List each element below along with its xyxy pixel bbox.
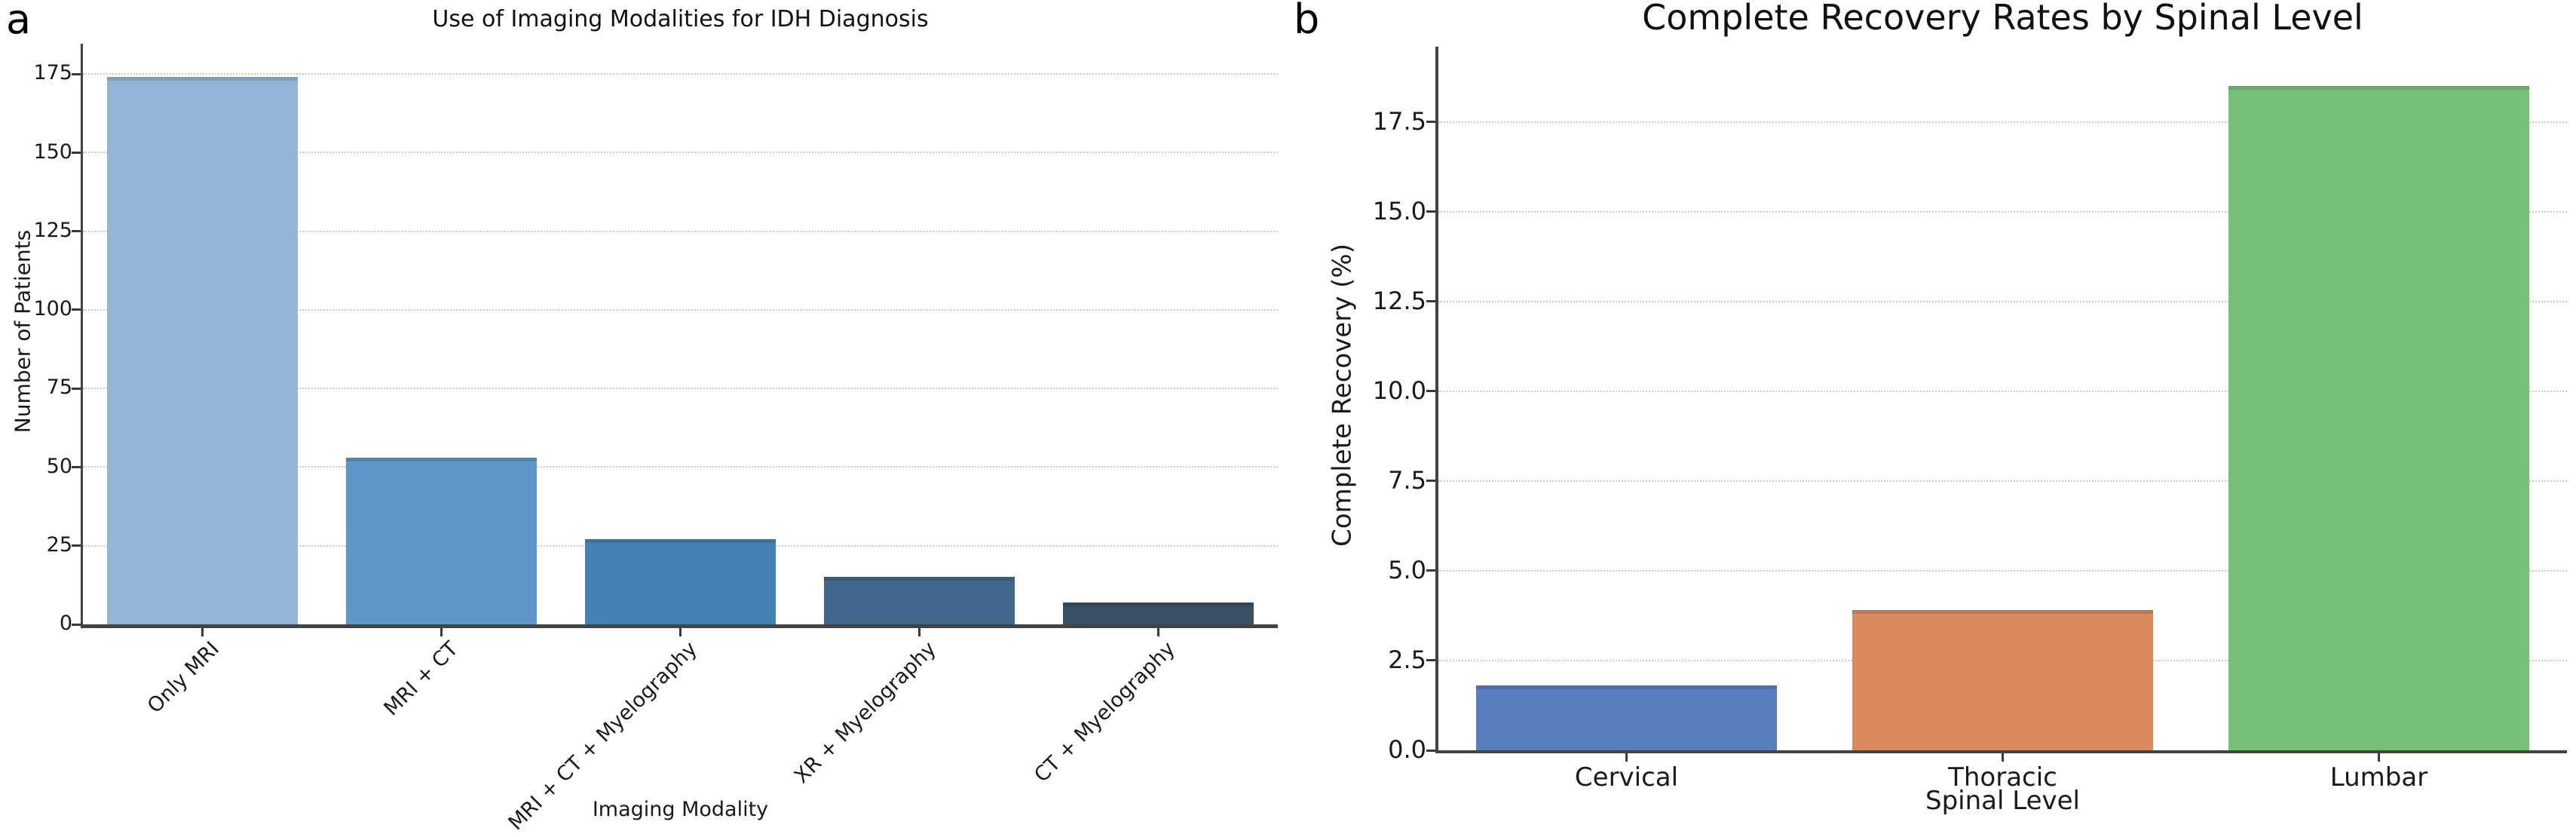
x-tick-label: Cervical [1574,762,1679,793]
gridline-12.5 [1438,300,2567,302]
gridline-75 [83,388,1278,390]
y-tick-mark [1426,210,1435,213]
y-tick-label: 100 [33,297,72,321]
y-tick-label: 25 [46,532,72,556]
gridline-5.0 [1438,569,2567,572]
y-tick-label: 0 [59,612,72,636]
chart-title: Use of Imaging Modalities for IDH Diagno… [432,6,929,32]
y-axis-label: Number of Patients [10,229,35,434]
recovery-rates-bar-chart: 0.0 2.5 5.0 7.5 10.0 12.5 15.0 17.5 Cervical Thor… [1288,0,2576,837]
bar-thoracic [1852,610,2154,750]
panel-label-a: a [6,0,32,43]
y-tick-label: 2.5 [1388,645,1426,675]
x-tick-mark [2378,753,2380,762]
bar-mri-ct [345,457,538,624]
gridline-50 [83,466,1278,468]
bar-cervical [1475,685,1778,750]
x-axis-label: Imaging Modality [592,798,769,821]
x-tick-label: Thoracic [1948,762,2057,793]
y-tick-label: 175 [33,61,72,85]
y-tick-label: 10.0 [1372,376,1426,406]
gridline-125 [83,230,1278,232]
y-tick-mark [72,230,81,233]
y-tick-label: 5.0 [1388,556,1426,585]
y-tick-mark [1426,480,1435,483]
y-tick-mark [72,72,81,75]
y-axis-spine [1435,47,1438,753]
y-tick-mark [1426,121,1435,124]
imaging-modalities-bar-chart: 0 25 50 75 100 125 150 175 Only MRI MRI + CT MRI +… [10,6,1278,835]
y-tick-mark [72,465,81,468]
y-tick-mark [1426,300,1435,303]
x-tick-mark [2002,753,2004,762]
panel-b: b 0.0 2.5 5.0 7.5 10.0 12.5 15.0 17.5 Cervical Th… [1288,0,2576,837]
y-axis-label: Complete Recovery (%) [1327,244,1357,547]
y-tick-label: 17.5 [1372,107,1426,136]
bar-lumbar [2228,86,2530,750]
x-tick-mark [440,628,443,636]
y-tick-label: 150 [33,140,72,164]
y-tick-mark [1426,390,1435,393]
x-tick-mark [918,628,920,636]
gridline-150 [83,152,1278,154]
x-axis-spine [81,624,1278,628]
y-tick-mark [1426,569,1435,572]
gridline-100 [83,308,1278,311]
y-tick-mark [72,387,81,390]
y-tick-mark [72,544,81,547]
y-tick-mark [1426,659,1435,662]
gridline-175 [83,73,1278,75]
y-tick-label: 125 [33,218,72,242]
gridline-15.0 [1438,210,2567,213]
x-axis-spine [1435,750,2567,753]
y-tick-mark [72,308,81,311]
bar-xr-myelography [823,577,1015,624]
x-axis-label: Spinal Level [1925,786,2080,816]
y-tick-mark [72,623,81,626]
chart-title: Complete Recovery Rates by Spinal Level [1642,0,2363,38]
y-tick-label: 0.0 [1388,735,1426,765]
x-tick-mark [679,628,682,636]
y-tick-label: 75 [46,376,72,400]
x-tick-label: Lumbar [2329,762,2428,793]
y-tick-mark [72,151,81,154]
y-axis-spine [81,44,83,628]
y-tick-label: 12.5 [1372,287,1426,316]
panel-label-b: b [1294,0,1320,43]
x-tick-mark [201,628,204,636]
x-tick-mark [1157,628,1159,636]
bar-mri-ct-myelography [584,539,776,624]
bar-only-mri [106,77,299,624]
y-tick-label: 7.5 [1388,466,1426,495]
gridline-7.5 [1438,480,2567,482]
gridline-10.0 [1438,390,2567,392]
bar-ct-myelography [1062,602,1254,624]
gridline-17.5 [1438,121,2567,123]
y-tick-mark [1426,749,1435,752]
y-tick-label: 50 [46,454,72,478]
x-tick-mark [1625,753,1628,762]
y-tick-label: 15.0 [1372,197,1426,226]
panel-a: a 0 25 50 75 100 125 150 175 Only MRI MRI + CT MRI… [6,0,1278,835]
